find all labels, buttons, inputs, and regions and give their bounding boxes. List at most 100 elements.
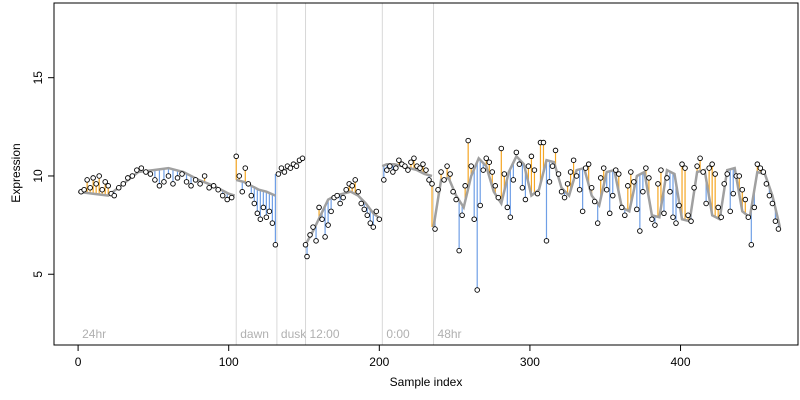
data-point [90, 175, 96, 181]
annotation-label: 24hr [82, 327, 106, 341]
data-point [134, 167, 140, 173]
data-point [99, 186, 105, 193]
data-point [275, 171, 282, 177]
data-point [474, 287, 480, 293]
data-point [766, 192, 773, 199]
data-point [616, 171, 622, 177]
data-point [364, 212, 371, 219]
data-point [649, 216, 655, 222]
data-point [373, 208, 380, 215]
data-point [507, 214, 514, 220]
data-point [528, 153, 535, 160]
y-tick-label: 5 [31, 271, 45, 278]
data-point [438, 169, 444, 175]
data-point [96, 173, 102, 179]
data-point [322, 234, 328, 240]
data-point [552, 147, 559, 154]
data-point [236, 173, 242, 179]
axes: 0 100 200 300 400 5 10 15 [31, 2, 799, 369]
data-point [384, 167, 390, 173]
data-point [87, 185, 93, 191]
data-point [667, 188, 673, 195]
data-point [376, 216, 383, 222]
data-point [718, 214, 724, 220]
data-point [165, 173, 172, 179]
annotation-label: 48hr [438, 327, 462, 341]
data-point [534, 190, 541, 197]
data-point [573, 173, 580, 179]
data-point [278, 165, 285, 171]
data-point [603, 186, 610, 193]
data-point [310, 224, 316, 230]
data-point [697, 155, 703, 162]
data-point [694, 163, 700, 169]
data-point [120, 181, 127, 187]
data-point [495, 194, 502, 201]
data-point [263, 214, 270, 220]
data-point [361, 206, 368, 213]
data-point [492, 183, 499, 189]
data-point [531, 167, 538, 173]
x-tick-label: 400 [671, 355, 691, 369]
x-tick-label: 100 [219, 355, 239, 369]
data-point [355, 188, 361, 195]
data-point [688, 218, 694, 224]
data-point [93, 181, 99, 187]
data-point [426, 177, 432, 183]
x-tick-label: 0 [75, 355, 82, 369]
data-point [519, 185, 526, 191]
y-tick-label: 15 [31, 71, 45, 85]
data-point [486, 159, 493, 165]
data-point [423, 167, 429, 173]
data-point [224, 196, 230, 203]
fit-line-dawn [235, 178, 276, 197]
data-point [219, 192, 226, 199]
data-point [483, 155, 489, 162]
data-point [513, 149, 520, 156]
data-point [304, 253, 310, 260]
data-point [390, 169, 396, 175]
data-point [567, 169, 574, 175]
data-point [349, 183, 355, 189]
data-point [724, 171, 730, 177]
data-point [337, 200, 343, 207]
data-point [325, 222, 331, 228]
x-tick-label: 200 [369, 355, 389, 369]
data-point [352, 177, 358, 183]
data-point [730, 190, 736, 197]
data-point [447, 171, 453, 177]
data-point [432, 226, 438, 232]
data-point [456, 247, 462, 254]
data-point [576, 186, 583, 193]
data-point [703, 200, 709, 207]
data-point [498, 145, 505, 152]
data-point [233, 153, 239, 160]
data-point [712, 171, 718, 177]
data-point [257, 216, 264, 222]
data-point [370, 224, 377, 230]
data-point [281, 169, 288, 175]
data-point [676, 202, 682, 209]
data-point [239, 188, 246, 195]
data-point [367, 220, 374, 226]
data-point [613, 167, 619, 173]
data-point [334, 192, 340, 199]
data-point [634, 206, 640, 213]
data-point [102, 179, 108, 185]
data-point [757, 165, 764, 171]
data-point [450, 188, 456, 195]
data-point [468, 163, 474, 169]
data-point [254, 210, 261, 217]
data-point [727, 208, 733, 215]
data-point [706, 165, 712, 171]
data-point [313, 238, 319, 244]
data-point [429, 181, 435, 187]
data-point [444, 163, 450, 169]
data-point [739, 186, 746, 193]
fit-lines [77, 154, 782, 246]
annotation-lines [235, 3, 435, 345]
data-point [591, 198, 598, 205]
data-point [192, 177, 199, 183]
data-point [81, 186, 87, 193]
